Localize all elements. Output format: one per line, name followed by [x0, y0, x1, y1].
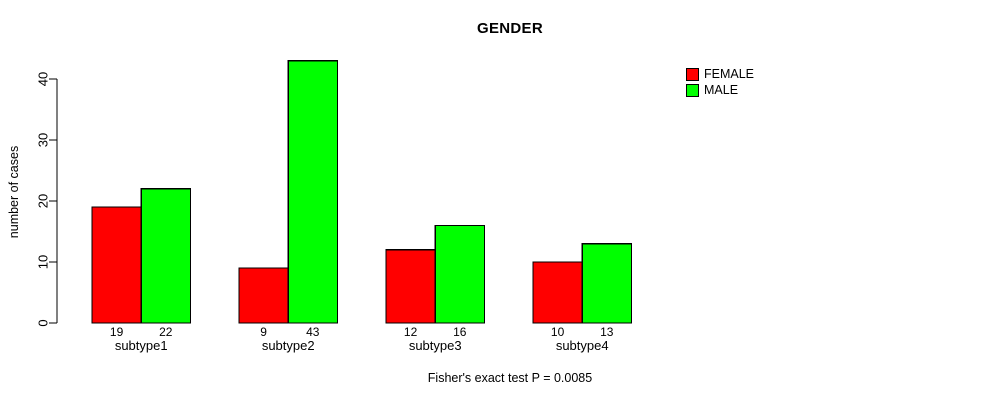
bar-male-subtype2 — [287, 60, 339, 324]
x-category-label-subtype1: subtype1 — [115, 338, 168, 353]
bar-female-subtype4 — [532, 261, 583, 324]
bar-value-label: 43 — [306, 325, 320, 339]
y-tick-label: 10 — [36, 255, 51, 269]
legend: FEMALE MALE — [686, 66, 754, 98]
y-tick-label: 20 — [36, 194, 51, 208]
y-tick-label: 40 — [36, 72, 51, 86]
legend-label-female: FEMALE — [704, 67, 755, 81]
bar-female-subtype2 — [238, 267, 289, 324]
legend-item-male: MALE — [686, 82, 754, 98]
x-category-label-subtype2: subtype2 — [262, 338, 315, 353]
bar-value-label: 9 — [260, 325, 267, 339]
bar-value-label: 16 — [453, 325, 467, 339]
bar-value-label: 12 — [404, 325, 418, 339]
bar-female-subtype1 — [91, 206, 142, 324]
legend-swatch-female-icon — [686, 67, 699, 81]
bar-value-label: 10 — [551, 325, 565, 339]
bar-male-subtype4 — [581, 243, 633, 324]
bar-male-subtype1 — [140, 188, 191, 324]
y-tick-label: 30 — [36, 133, 51, 147]
bar-female-subtype3 — [385, 249, 436, 324]
x-category-label-subtype4: subtype4 — [556, 338, 609, 353]
bar-value-label: 19 — [110, 325, 124, 339]
legend-label-male: MALE — [704, 83, 739, 97]
bar-male-subtype3 — [434, 224, 486, 324]
y-tick-label: 0 — [36, 319, 51, 326]
bar-value-label: 22 — [159, 325, 173, 339]
legend-item-female: FEMALE — [686, 66, 754, 82]
chart-title: GENDER — [477, 20, 543, 37]
x-category-label-subtype3: subtype3 — [409, 338, 462, 353]
bar-value-label: 13 — [600, 325, 614, 339]
footnote-fisher-test: Fisher's exact test P = 0.0085 — [427, 371, 593, 385]
legend-swatch-male-icon — [686, 83, 699, 97]
